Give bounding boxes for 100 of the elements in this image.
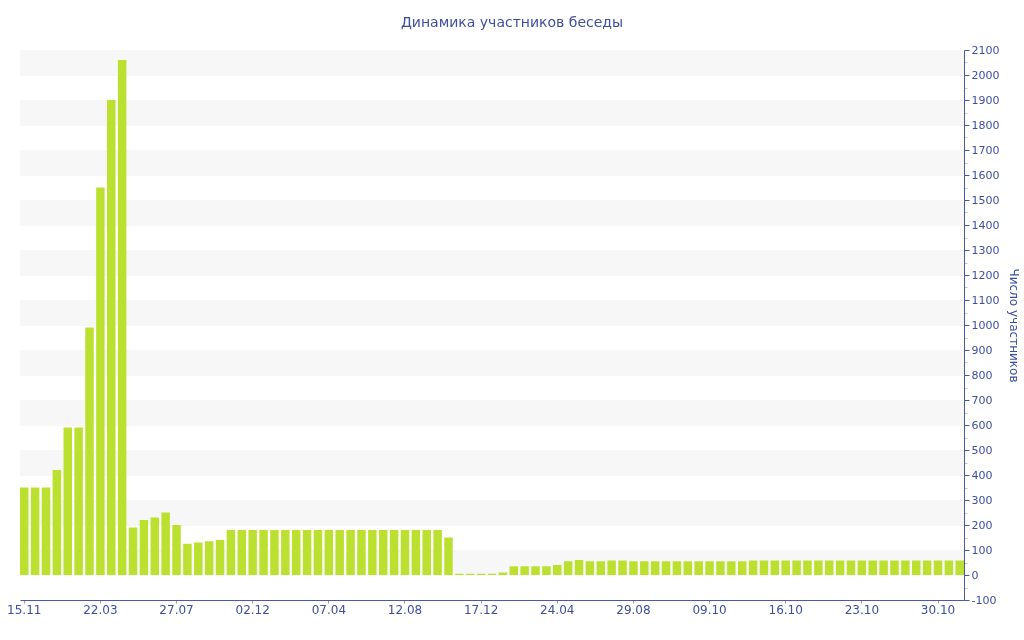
- bar: [335, 530, 344, 575]
- bar: [52, 470, 62, 575]
- bar: [640, 561, 649, 575]
- bar: [63, 427, 72, 575]
- bar: [291, 530, 301, 575]
- bar: [553, 565, 562, 575]
- y-tick-label: 900: [971, 343, 993, 357]
- y-tick-label: 0: [971, 568, 979, 582]
- bar: [41, 487, 51, 575]
- bar: [596, 561, 606, 575]
- bar: [661, 561, 671, 575]
- y-tick-label: 1600: [971, 168, 1000, 182]
- bar: [117, 60, 127, 575]
- y-tick-label: 200: [971, 518, 993, 532]
- bar: [705, 561, 714, 575]
- bar: [378, 530, 388, 575]
- y-axis-title: Число участников: [1007, 268, 1022, 383]
- y-tick-label: 1200: [971, 268, 1000, 282]
- bar: [955, 560, 964, 575]
- bar: [727, 561, 736, 575]
- bar: [716, 561, 725, 575]
- bar: [107, 100, 116, 575]
- bar: [313, 530, 323, 575]
- y-tick-label: 700: [971, 393, 993, 407]
- bar: [411, 530, 421, 575]
- x-tick-label: 17.12: [463, 602, 499, 617]
- bar: [759, 560, 769, 575]
- bar: [933, 560, 943, 575]
- bar: [357, 530, 366, 575]
- y-tick-label: 1100: [971, 293, 1000, 307]
- bar: [857, 560, 867, 575]
- y-tick-label: 1500: [971, 193, 1000, 207]
- bar: [650, 561, 660, 575]
- y-tick-label: 2100: [971, 43, 1000, 57]
- y-tick-label: -100: [971, 593, 997, 607]
- y-tick-label: 300: [971, 493, 993, 507]
- y-tick-label: 2000: [971, 68, 1000, 82]
- bar: [618, 560, 627, 575]
- y-tick-label: 1900: [971, 93, 1000, 107]
- bar: [128, 527, 138, 575]
- bar: [96, 187, 105, 575]
- bar: [901, 560, 910, 575]
- bar: [814, 560, 823, 575]
- x-tick-label: 12.08: [387, 602, 423, 617]
- x-tick-label: 02.12: [235, 602, 270, 617]
- bar: [74, 427, 83, 575]
- bar: [748, 560, 758, 575]
- bar: [629, 561, 638, 575]
- y-tick-label: 400: [971, 468, 993, 482]
- x-tick-label: 09.10: [692, 602, 727, 617]
- x-tick-label: 27.07: [159, 602, 194, 617]
- bar: [737, 561, 747, 575]
- bar: [542, 566, 551, 575]
- bar: [792, 560, 801, 575]
- bar: [85, 327, 94, 575]
- bar: [302, 530, 312, 575]
- bar: [226, 530, 236, 575]
- bar: [607, 560, 616, 575]
- bar: [944, 560, 954, 575]
- bar: [172, 525, 181, 575]
- bar: [531, 566, 540, 575]
- y-tick-label: 500: [971, 443, 993, 457]
- bar: [922, 560, 932, 575]
- bar: [259, 530, 268, 575]
- bar: [368, 530, 377, 575]
- bar: [912, 560, 921, 575]
- bar: [574, 560, 584, 575]
- bar: [585, 561, 595, 575]
- bar: [237, 530, 247, 575]
- bar: [770, 560, 780, 575]
- y-tick-label: 1800: [971, 118, 1000, 132]
- bar: [433, 530, 442, 575]
- bar: [400, 530, 410, 575]
- bar: [444, 537, 453, 575]
- bar: [509, 566, 518, 575]
- bar: [248, 530, 257, 575]
- bar: [215, 540, 225, 575]
- bar: [846, 560, 856, 575]
- x-tick-label: 29.08: [616, 602, 651, 617]
- bar: [835, 560, 845, 575]
- y-tick-label: 1000: [971, 318, 1000, 332]
- y-tick-label: 1400: [971, 218, 1000, 232]
- y-tick-label: 1300: [971, 243, 1000, 257]
- x-tick-label: 24.04: [540, 602, 575, 617]
- bar: [683, 561, 693, 575]
- bar: [803, 560, 812, 575]
- bar: [694, 561, 703, 575]
- x-tick-label: 07.04: [311, 602, 347, 617]
- x-tick-label: 23.10: [844, 602, 880, 617]
- bar: [183, 543, 192, 575]
- bar: [868, 560, 877, 575]
- chart-title: Динамика участников беседы: [400, 14, 624, 30]
- bar: [270, 530, 279, 575]
- bar: [30, 487, 40, 575]
- x-tick-label: 30.10: [920, 602, 956, 617]
- bar: [204, 541, 214, 575]
- bar: [781, 560, 790, 575]
- y-tick-label: 1700: [971, 143, 1000, 157]
- bar: [672, 561, 682, 575]
- bar: [346, 530, 355, 575]
